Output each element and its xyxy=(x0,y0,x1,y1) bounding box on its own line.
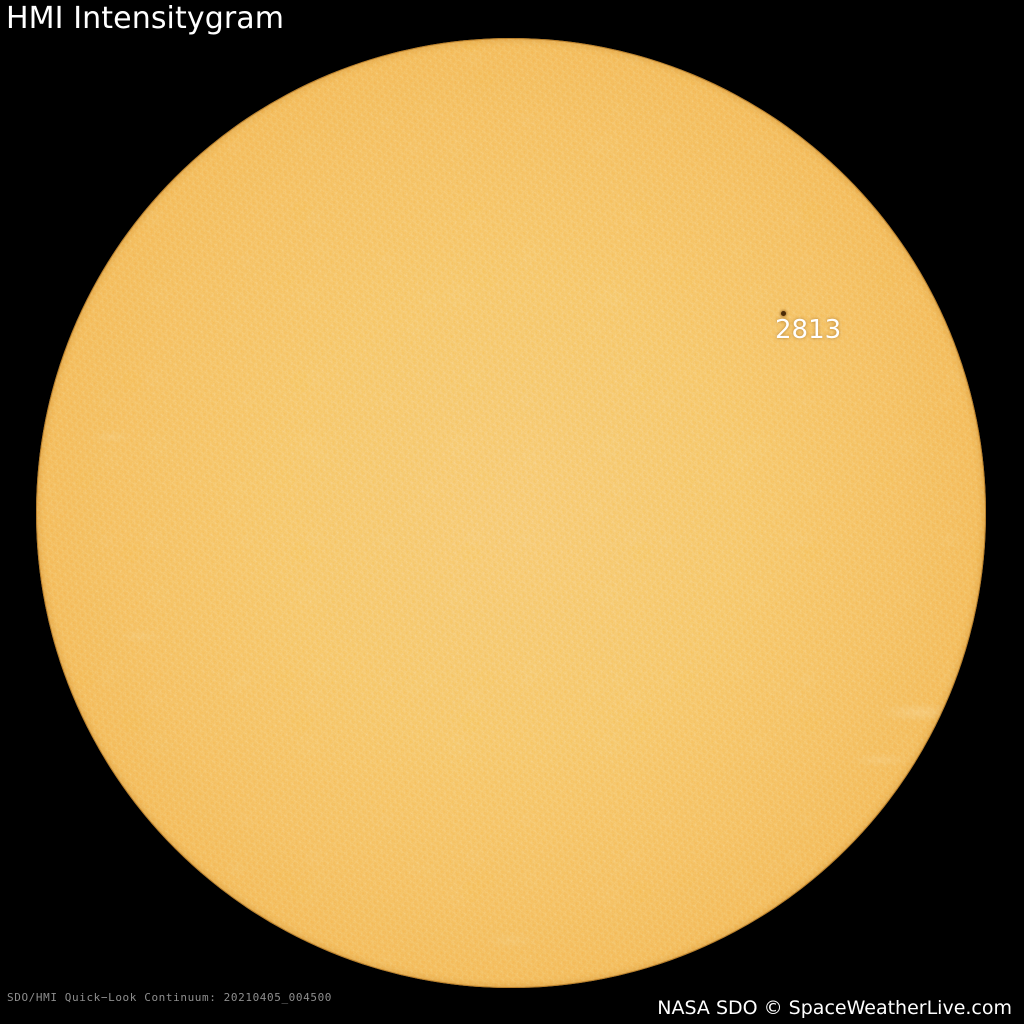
granulation-texture-layer-d xyxy=(36,38,986,988)
page-title: HMI Intensitygram xyxy=(6,1,285,36)
solar-disk-container xyxy=(36,38,986,988)
sunspot-marker-2813 xyxy=(780,310,786,316)
solar-disk xyxy=(36,38,986,988)
credit-line: NASA SDO © SpaceWeatherLive.com xyxy=(657,997,1012,1019)
granulation-texture-layer-b xyxy=(36,38,986,988)
active-region-label-2813: 2813 xyxy=(775,315,842,345)
plage-brightening-layer xyxy=(36,38,986,988)
granulation-texture-layer-a xyxy=(36,38,986,988)
instrument-caption: SDO/HMI Quick−Look Continuum: 20210405_0… xyxy=(7,991,333,1004)
granulation-texture-layer-c xyxy=(36,38,986,988)
